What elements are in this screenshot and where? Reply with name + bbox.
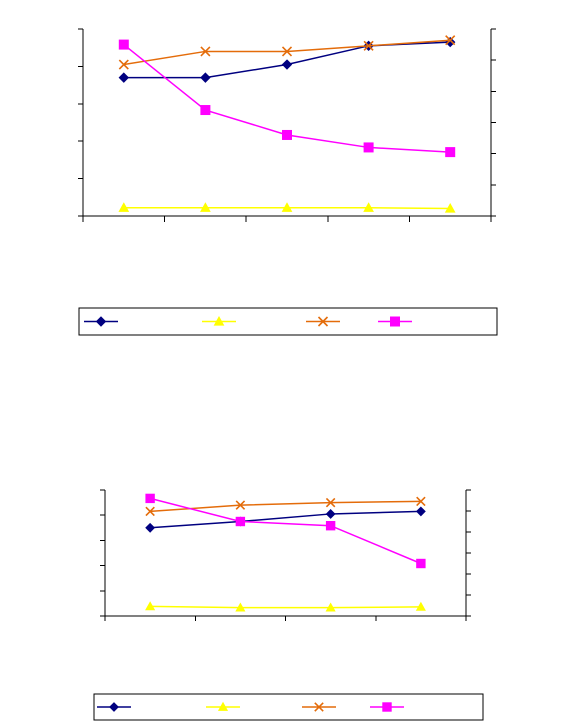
series-diamond-point <box>444 36 456 48</box>
legend-x-marker-stroke-b <box>317 316 329 327</box>
series-diamond-point <box>200 72 211 83</box>
legend-x-marker-stroke-b <box>314 702 324 712</box>
series-square-point <box>235 516 246 527</box>
legend-box <box>78 307 498 336</box>
series-x-point <box>281 46 293 57</box>
series-square-point <box>363 142 374 153</box>
series-square-point <box>118 39 129 50</box>
series-x-point <box>145 506 155 517</box>
legend-item-square <box>370 702 404 712</box>
series-square-point <box>325 521 336 531</box>
chart-2 <box>93 489 484 721</box>
legend-item-x <box>302 702 336 712</box>
series-x <box>145 496 426 517</box>
series-triangle-point <box>281 202 293 212</box>
series-square <box>118 39 456 158</box>
chart-1 <box>78 28 498 336</box>
series-x-point-stroke-b <box>145 506 155 517</box>
series-diamond-point <box>415 506 426 517</box>
series-diamond-point <box>281 59 293 70</box>
series-diamond-point <box>325 509 336 519</box>
legend-item-triangle <box>202 315 236 326</box>
series-x-point-stroke-b <box>325 497 336 508</box>
series-x-point <box>200 46 211 57</box>
series-triangle-point <box>325 602 336 612</box>
legend-item-x <box>306 316 340 327</box>
legend-square-marker <box>382 702 392 712</box>
series-diamond-point <box>118 72 130 83</box>
series-diamond <box>145 506 426 533</box>
series-square-point <box>445 147 456 158</box>
series-square-point <box>416 558 426 569</box>
legend-x-marker <box>314 702 324 712</box>
legend-diamond-marker <box>95 316 107 327</box>
series-triangle-point <box>444 202 456 213</box>
legend-diamond-marker <box>109 702 119 712</box>
series-x-point-stroke-b <box>281 46 293 57</box>
series-triangle-point <box>145 601 156 611</box>
series-square <box>145 493 426 569</box>
legend-item-diamond <box>84 316 118 327</box>
series-x-point <box>363 40 374 51</box>
series-x-point-stroke-b <box>200 46 211 57</box>
series-x-point <box>416 496 426 507</box>
legend-item-square <box>378 316 412 327</box>
legend-x-marker <box>317 316 329 327</box>
legend-triangle-marker <box>213 315 225 326</box>
series-x-point-stroke-b <box>445 35 456 46</box>
series-diamond-line <box>150 510 421 529</box>
series-triangle-point <box>235 602 246 612</box>
series-x-point-stroke-b <box>363 40 374 51</box>
series-x-point <box>325 497 336 508</box>
series-triangle-point <box>200 202 211 212</box>
series-x-point <box>235 500 246 510</box>
legend <box>93 693 484 721</box>
series-diamond <box>118 36 456 83</box>
series-square-point <box>145 493 155 504</box>
series-x <box>118 35 456 70</box>
series-x-point <box>445 35 456 46</box>
series-triangle-point <box>118 202 130 212</box>
series-x-line <box>150 500 421 513</box>
legend <box>78 307 498 336</box>
series-square-point <box>200 105 211 116</box>
series-triangle <box>118 202 456 213</box>
series-triangle-line <box>150 605 421 609</box>
legend-box <box>93 693 484 721</box>
series-x-point-stroke-b <box>118 59 129 70</box>
legend-triangle-marker <box>217 701 229 711</box>
series-diamond-point <box>145 522 156 533</box>
series-square-point <box>282 129 292 140</box>
series-triangle-point <box>363 202 374 212</box>
series-square-line <box>149 497 422 565</box>
legend-square-marker <box>390 316 400 327</box>
series-x-point <box>118 59 129 70</box>
series-triangle-point <box>415 601 426 611</box>
legend-item-diamond <box>97 702 131 712</box>
series-x-point-stroke-b <box>416 496 426 507</box>
series-triangle <box>145 601 426 612</box>
series-x-point-stroke-b <box>235 500 246 510</box>
legend-item-triangle <box>206 701 240 711</box>
